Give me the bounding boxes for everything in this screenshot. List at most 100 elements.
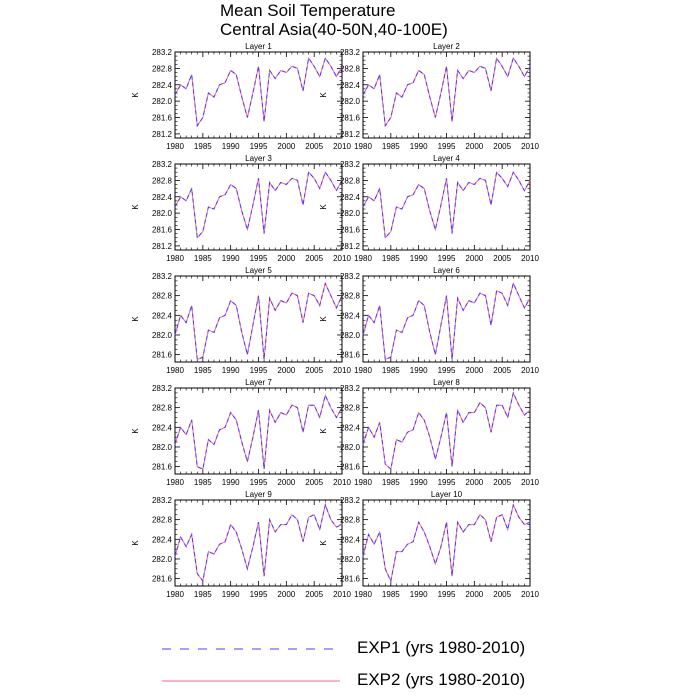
- panel-title: Layer 3: [245, 154, 272, 163]
- panel-title: Layer 1: [245, 42, 272, 51]
- y-tick-label: 282.8: [152, 64, 173, 73]
- y-tick-label: 281.6: [340, 114, 361, 123]
- y-axis-label: K: [319, 540, 328, 546]
- x-tick-label: 2005: [305, 590, 323, 599]
- x-tick-label: 2000: [465, 366, 483, 375]
- chart-panel: Layer 1 K 281.2 281.6 282.0 282.4 282.8 283.2 19…: [131, 42, 351, 151]
- y-tick-label: 282.8: [152, 516, 173, 525]
- series-line-exp2: [174, 281, 343, 361]
- x-tick-label: 2005: [305, 366, 323, 375]
- y-tick-label: 282.0: [340, 555, 361, 564]
- figure-title: Mean Soil Temperature: [220, 1, 396, 20]
- y-axis-label: K: [131, 316, 140, 322]
- x-tick-label: 2005: [305, 254, 323, 263]
- x-tick-label: 2005: [493, 254, 511, 263]
- x-tick-label: 2010: [333, 254, 351, 263]
- y-tick-label: 282.0: [152, 555, 173, 564]
- legend-label-exp2: EXP2 (yrs 1980-2010): [357, 670, 526, 689]
- plot-frame: [174, 163, 343, 251]
- y-tick-label: 283.2: [152, 48, 173, 57]
- x-tick-label: 2000: [277, 254, 295, 263]
- y-axis-label: K: [131, 540, 140, 546]
- series-line-exp1: [362, 171, 531, 239]
- panel-title: Layer 6: [433, 266, 460, 275]
- x-tick-label: 1995: [438, 590, 456, 599]
- x-tick-label: 1995: [438, 366, 456, 375]
- y-tick-label: 281.2: [340, 130, 361, 139]
- y-tick-label: 283.2: [340, 496, 361, 505]
- y-tick-label: 282.4: [152, 81, 173, 90]
- y-tick-label: 283.2: [340, 272, 361, 281]
- y-tick-label: 282.8: [340, 176, 361, 185]
- y-tick-label: 283.2: [152, 272, 173, 281]
- y-tick-label: 281.2: [152, 242, 173, 251]
- y-tick-label: 282.0: [152, 331, 173, 340]
- x-tick-label: 1980: [354, 590, 372, 599]
- chart-panel: Layer 4 K 281.2 281.6 282.0 282.4 282.8 283.2 19…: [319, 154, 539, 263]
- x-tick-label: 2005: [493, 366, 511, 375]
- y-tick-label: 283.2: [340, 160, 361, 169]
- x-tick-label: 1995: [438, 142, 456, 151]
- y-tick-label: 282.4: [152, 535, 173, 544]
- x-tick-label: 1985: [382, 142, 400, 151]
- y-axis-label: K: [131, 428, 140, 434]
- series-line-exp2: [362, 391, 531, 471]
- series-line-exp2: [174, 171, 343, 239]
- series-line-exp1: [174, 171, 343, 239]
- series-line-exp2: [174, 393, 343, 470]
- plot-frame: [174, 499, 343, 587]
- series-line-exp2: [362, 503, 531, 583]
- series-line-exp1: [174, 281, 343, 361]
- x-tick-label: 1985: [382, 478, 400, 487]
- panel-title: Layer 4: [433, 154, 460, 163]
- x-tick-label: 1980: [166, 478, 184, 487]
- x-tick-label: 1995: [438, 254, 456, 263]
- x-tick-label: 2000: [465, 254, 483, 263]
- plot-frame: [362, 499, 531, 587]
- series-line-exp1: [174, 503, 343, 583]
- x-tick-label: 2000: [277, 366, 295, 375]
- x-tick-label: 1990: [410, 478, 428, 487]
- panel-title: Layer 2: [433, 42, 460, 51]
- y-tick-label: 282.4: [152, 311, 173, 320]
- y-tick-label: 281.6: [340, 226, 361, 235]
- x-tick-label: 1985: [194, 590, 212, 599]
- x-tick-label: 1980: [166, 254, 184, 263]
- y-tick-label: 283.2: [340, 384, 361, 393]
- plot-frame: [362, 51, 531, 139]
- y-tick-label: 281.6: [152, 226, 173, 235]
- x-tick-label: 1980: [166, 590, 184, 599]
- y-tick-label: 282.0: [152, 97, 173, 106]
- y-tick-label: 281.6: [152, 114, 173, 123]
- y-tick-label: 282.0: [152, 209, 173, 218]
- x-tick-label: 1995: [250, 366, 268, 375]
- x-tick-label: 1990: [222, 142, 240, 151]
- y-tick-label: 281.2: [152, 130, 173, 139]
- x-tick-label: 2010: [333, 590, 351, 599]
- x-tick-label: 1985: [194, 366, 212, 375]
- x-tick-label: 2000: [277, 478, 295, 487]
- series-line-exp1: [174, 393, 343, 470]
- x-tick-label: 1985: [194, 142, 212, 151]
- x-tick-label: 2010: [333, 142, 351, 151]
- chart-panel: Layer 7 K 281.6 282.0 282.4 282.8 283.2 1980 198…: [131, 378, 351, 487]
- y-tick-label: 283.2: [340, 48, 361, 57]
- series-line-exp1: [362, 391, 531, 471]
- x-tick-label: 1980: [354, 366, 372, 375]
- plot-frame: [174, 275, 343, 363]
- x-tick-label: 1990: [410, 366, 428, 375]
- x-tick-label: 1990: [222, 590, 240, 599]
- y-tick-label: 282.4: [340, 311, 361, 320]
- series-line-exp1: [362, 503, 531, 583]
- y-tick-label: 282.8: [152, 292, 173, 301]
- x-tick-label: 2000: [277, 590, 295, 599]
- figure-subtitle: Central Asia(40-50N,40-100E): [220, 20, 448, 39]
- y-tick-label: 282.4: [152, 193, 173, 202]
- x-tick-label: 1995: [250, 142, 268, 151]
- y-tick-label: 281.6: [152, 463, 173, 472]
- y-tick-label: 282.0: [340, 443, 361, 452]
- chart-panel: Layer 5 K 281.6 282.0 282.4 282.8 283.2 1980 198…: [131, 266, 351, 375]
- legend-label-exp1: EXP1 (yrs 1980-2010): [357, 638, 526, 657]
- y-tick-label: 283.2: [152, 160, 173, 169]
- panel-title: Layer 8: [433, 378, 460, 387]
